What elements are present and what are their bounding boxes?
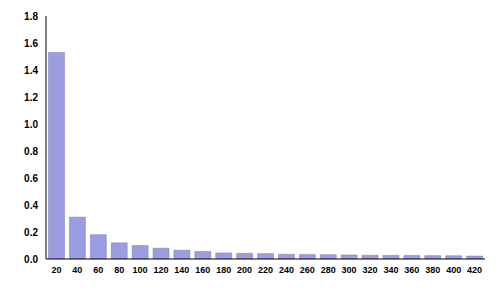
svg-text:0.6: 0.6 [24,173,38,184]
svg-text:100: 100 [133,265,148,275]
svg-text:1.0: 1.0 [24,119,38,130]
svg-text:0.4: 0.4 [24,200,38,211]
svg-text:40: 40 [72,265,82,275]
svg-text:360: 360 [404,265,419,275]
svg-text:240: 240 [279,265,294,275]
svg-text:280: 280 [321,265,336,275]
svg-text:180: 180 [216,265,231,275]
svg-text:300: 300 [342,265,357,275]
svg-text:1.2: 1.2 [24,92,38,103]
svg-text:0.8: 0.8 [24,146,38,157]
svg-text:20: 20 [51,265,61,275]
svg-text:260: 260 [300,265,315,275]
svg-text:120: 120 [153,265,168,275]
svg-text:380: 380 [425,265,440,275]
svg-text:80: 80 [114,265,124,275]
svg-text:1.8: 1.8 [24,11,38,22]
svg-text:140: 140 [174,265,189,275]
svg-text:400: 400 [446,265,461,275]
svg-text:320: 320 [363,265,378,275]
svg-text:340: 340 [383,265,398,275]
svg-text:1.6: 1.6 [24,38,38,49]
svg-text:60: 60 [93,265,103,275]
svg-text:220: 220 [258,265,273,275]
svg-text:420: 420 [467,265,482,275]
svg-text:1.4: 1.4 [24,65,38,76]
svg-text:0.2: 0.2 [24,227,38,238]
svg-text:0.0: 0.0 [24,254,38,265]
svg-text:200: 200 [237,265,252,275]
svg-text:160: 160 [195,265,210,275]
